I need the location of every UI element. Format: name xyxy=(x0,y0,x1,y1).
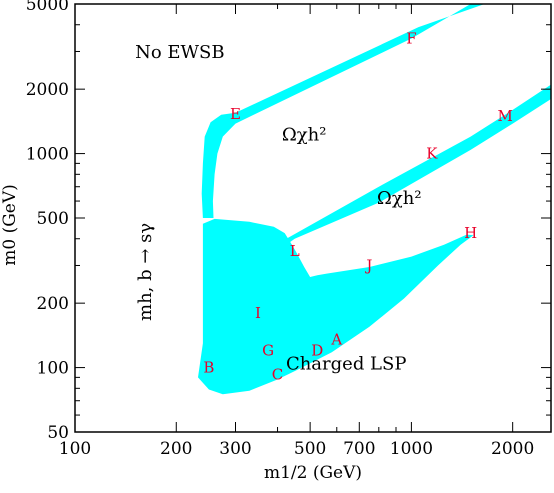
benchmark-point-f: F xyxy=(406,29,416,47)
labels-layer: 100 200 300 500 700 1000 200050100200500100020… xyxy=(26,0,535,459)
region-label-charged-lsp: Charged LSP xyxy=(286,353,407,374)
benchmark-layer: A B C D E F G H I J K L M xyxy=(203,29,513,383)
benchmark-point-j: J xyxy=(364,256,372,274)
y-tick-label: 100 xyxy=(37,359,69,379)
y-tick-label: 200 xyxy=(37,294,69,314)
y-axis-title: m0 (GeV) xyxy=(0,184,20,266)
benchmark-point-i: I xyxy=(255,304,261,322)
region-label-no-ewsb: No EWSB xyxy=(135,42,225,63)
x-tick-label: 500 xyxy=(294,439,326,459)
allowed-main-region xyxy=(198,218,474,395)
x-tick-label: 700 xyxy=(343,439,375,459)
y-tick-label: 5000 xyxy=(26,0,69,15)
y-tick-label: 500 xyxy=(37,209,69,229)
region-label-omega-upper: Ωχh² xyxy=(282,125,327,146)
x-tick-label: 300 xyxy=(219,439,251,459)
benchmark-point-m: M xyxy=(497,107,512,125)
upper-coannihilation-band xyxy=(201,4,485,218)
y-tick-label: 2000 xyxy=(26,80,69,100)
regions-layer xyxy=(198,4,551,395)
x-tick-label: 200 xyxy=(160,439,192,459)
benchmark-point-h: H xyxy=(464,224,477,242)
x-tick-label: 1000 xyxy=(390,439,433,459)
benchmark-point-e: E xyxy=(230,105,241,123)
y-tick-label: 50 xyxy=(47,423,69,443)
benchmark-point-b: B xyxy=(203,359,214,377)
middle-coannihilation-band xyxy=(275,84,551,249)
benchmark-point-l: L xyxy=(290,242,300,260)
benchmark-point-g: G xyxy=(262,342,274,360)
benchmark-point-c: C xyxy=(272,365,283,383)
region-label-omega-lower: Ωχh² xyxy=(377,188,422,209)
benchmark-point-a: A xyxy=(330,331,342,349)
x-axis-title: m1/2 (GeV) xyxy=(264,463,362,483)
region-label-mh-bsg: mh, b → sγ xyxy=(135,223,156,321)
x-tick-label: 100 xyxy=(59,439,91,459)
benchmark-point-d: D xyxy=(311,342,323,360)
x-tick-label: 2000 xyxy=(491,439,534,459)
benchmark-point-k: K xyxy=(426,145,438,163)
ticks-layer xyxy=(74,3,551,433)
y-tick-label: 1000 xyxy=(26,145,69,165)
